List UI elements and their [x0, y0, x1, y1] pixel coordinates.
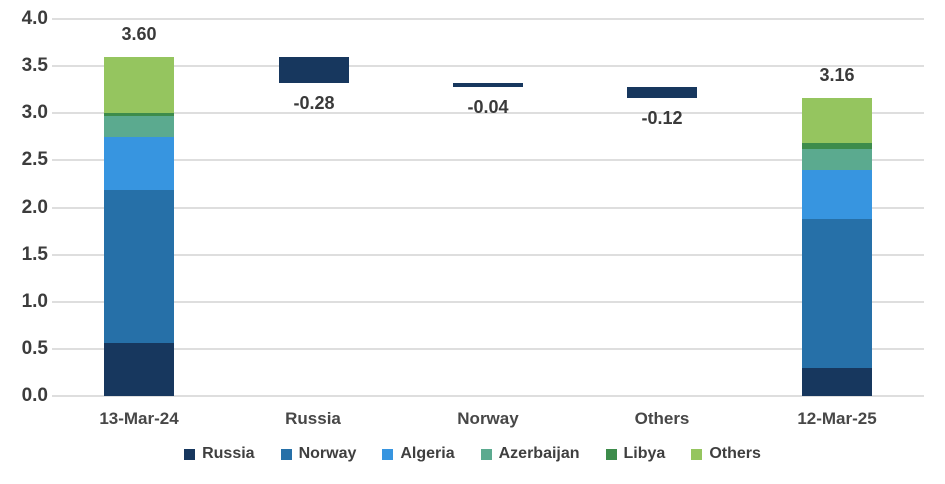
gridline-1.5 [52, 254, 924, 256]
legend-label: Libya [623, 445, 666, 462]
gridline-0.0 [52, 395, 924, 397]
gridline-0.5 [52, 348, 924, 350]
legend-label: Azerbaijan [498, 445, 580, 462]
legend: Russia Norway Algeria Azerbaijan Libya Others [0, 445, 945, 463]
delta-bar-norway [453, 83, 523, 87]
gridline-4.0 [52, 18, 924, 20]
legend-label: Norway [298, 445, 357, 462]
y-tick-label-1.5: 1.5 [21, 244, 48, 265]
legend-swatch-icon [382, 448, 394, 460]
delta-bar-others [627, 87, 697, 98]
legend-label: Russia [202, 445, 255, 462]
legend-item-azerbaijan: Azerbaijan [480, 445, 580, 463]
segment-russia-13-Mar-24 [104, 342, 174, 396]
segment-russia-12-Mar-25 [802, 368, 872, 396]
y-tick-label-0.0: 0.0 [21, 385, 48, 406]
x-axis-label-Others: Others [634, 409, 690, 428]
legend-swatch-icon [480, 448, 492, 460]
y-tick-label-3.5: 3.5 [21, 55, 48, 76]
segment-others-12-Mar-25 [802, 98, 872, 143]
legend-item-norway: Norway [280, 445, 357, 463]
gridline-3.5 [52, 65, 924, 67]
segment-algeria-13-Mar-24 [104, 137, 174, 190]
legend-swatch-icon [184, 448, 196, 460]
legend-label: Algeria [400, 445, 455, 462]
segment-azerbaijan-13-Mar-24 [104, 116, 174, 137]
legend-swatch-icon [605, 448, 617, 460]
x-axis-label-13-Mar-24: 13-Mar-24 [99, 409, 179, 428]
legend-swatch-icon [691, 448, 703, 460]
y-tick-label-1.0: 1.0 [21, 291, 48, 312]
delta-label-russia: -0.28 [293, 93, 335, 113]
legend-item-russia: Russia [184, 445, 255, 463]
segment-azerbaijan-12-Mar-25 [802, 149, 872, 170]
legend-swatch-icon [280, 448, 292, 460]
legend-label: Others [709, 445, 761, 462]
segment-algeria-12-Mar-25 [802, 170, 872, 219]
segment-norway-12-Mar-25 [802, 219, 872, 368]
gridline-2.0 [52, 207, 924, 209]
gridline-2.5 [52, 159, 924, 161]
legend-item-libya: Libya [605, 445, 666, 463]
x-axis-label-12-Mar-25: 12-Mar-25 [797, 409, 877, 428]
segment-norway-13-Mar-24 [104, 190, 174, 343]
gridline-1.0 [52, 301, 924, 303]
y-tick-label-2.0: 2.0 [21, 197, 48, 218]
x-axis-label-Russia: Russia [285, 409, 341, 428]
x-axis-label-Norway: Norway [457, 409, 519, 428]
delta-label-norway: -0.04 [467, 97, 509, 117]
legend-item-others: Others [691, 445, 761, 463]
delta-bar-russia [279, 57, 349, 83]
segment-others-13-Mar-24 [104, 57, 174, 113]
legend-item-algeria: Algeria [382, 445, 455, 463]
gridline-3.0 [52, 112, 924, 114]
delta-label-others: -0.12 [641, 108, 683, 128]
y-tick-label-2.5: 2.5 [21, 149, 48, 170]
segment-libya-12-Mar-25 [802, 143, 872, 149]
total-label-13-Mar-24: 3.60 [121, 24, 157, 44]
y-tick-label-3.0: 3.0 [21, 102, 48, 123]
y-tick-label-0.5: 0.5 [21, 338, 48, 359]
total-label-12-Mar-25: 3.16 [819, 65, 855, 85]
y-tick-label-4.0: 4.0 [21, 8, 48, 29]
segment-libya-13-Mar-24 [104, 112, 174, 116]
